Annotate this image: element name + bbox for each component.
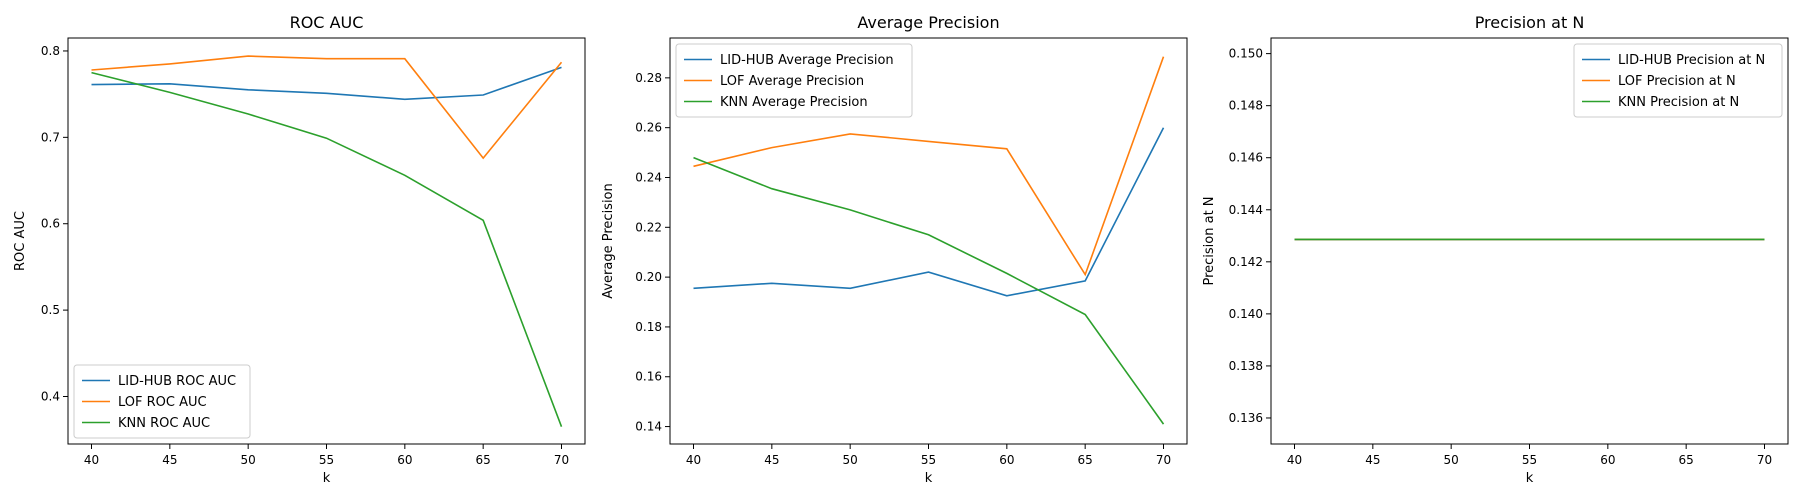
axes-frame xyxy=(67,37,586,445)
y-tick-label: 0.24 xyxy=(635,170,662,184)
legend-frame xyxy=(675,43,913,118)
series-line-2 xyxy=(91,55,563,160)
legend-frame xyxy=(73,364,251,439)
legend-entry: LID-HUB Precision at N xyxy=(1618,53,1765,68)
y-tick-label: 0.148 xyxy=(1229,99,1263,113)
legend: LID-HUB Average Precision LOF Average Pre… xyxy=(675,43,913,118)
axes-frame xyxy=(669,37,1188,445)
y-tick-label: 0.7 xyxy=(41,130,60,144)
legend-entry: LID-HUB ROC AUC xyxy=(118,374,236,389)
chart-panel-3: Precision at N 40 45 50 55 60 65 70 0.136 0.138 0.… xyxy=(1202,13,1789,486)
series-line-1 xyxy=(91,66,562,101)
y-axis-label: Average Precision xyxy=(601,183,616,299)
y-tick-label: 0.140 xyxy=(1229,307,1263,321)
y-tick-label: 0.5 xyxy=(41,303,60,317)
y-tick-label: 0.6 xyxy=(41,217,60,231)
y-tick-label: 0.14 xyxy=(635,420,662,434)
legend-frame xyxy=(1573,43,1783,118)
x-tick-label: 50 xyxy=(1444,453,1459,467)
x-tick-label: 60 xyxy=(999,453,1014,467)
x-tick-label: 55 xyxy=(921,453,936,467)
x-tick-label: 55 xyxy=(1522,453,1537,467)
y-tick-label: 0.16 xyxy=(635,370,662,384)
x-tick-label: 45 xyxy=(162,453,177,467)
x-tick-label: 50 xyxy=(241,453,256,467)
series-line-3 xyxy=(91,71,563,427)
x-axis-label: k xyxy=(925,471,933,486)
chart-title: Precision at N xyxy=(1475,13,1585,32)
legend-entry: LOF ROC AUC xyxy=(118,395,207,410)
x-tick-label: 70 xyxy=(1757,453,1772,467)
legend-entry: KNN Average Precision xyxy=(720,95,868,110)
y-axis-label: Precision at N xyxy=(1202,196,1217,285)
legend-entry: KNN Precision at N xyxy=(1618,95,1739,110)
legend-entry: KNN ROC AUC xyxy=(118,416,210,431)
x-tick-label: 70 xyxy=(554,453,569,467)
legend: LID-HUB ROC AUC LOF ROC AUC KNN ROC AUC xyxy=(73,364,251,439)
y-tick-label: 0.144 xyxy=(1229,203,1263,217)
x-tick-label: 65 xyxy=(476,453,491,467)
axes-frame xyxy=(1270,37,1789,445)
x-tick-label: 40 xyxy=(686,453,701,467)
x-tick-label: 60 xyxy=(397,453,412,467)
chart-title: ROC AUC xyxy=(290,13,364,32)
legend-entry: LOF Precision at N xyxy=(1618,74,1736,89)
y-tick-label: 0.28 xyxy=(635,71,662,85)
x-tick-label: 65 xyxy=(1078,453,1093,467)
y-axis-label: ROC AUC xyxy=(13,211,28,271)
x-tick-label: 60 xyxy=(1600,453,1615,467)
chart-title: Average Precision xyxy=(857,13,999,32)
x-axis-label: k xyxy=(323,471,331,486)
chart-panel-1: ROC AUC 40 45 50 55 60 65 70 0.4 0.5 0.6 0.7 0.8 k ROC… xyxy=(13,13,586,486)
y-tick-label: 0.146 xyxy=(1229,151,1263,165)
legend-entry: LOF Average Precision xyxy=(720,74,864,89)
x-axis-label: k xyxy=(1526,471,1534,486)
x-tick-label: 65 xyxy=(1679,453,1694,467)
x-tick-label: 40 xyxy=(84,453,99,467)
series-line-2 xyxy=(693,56,1165,277)
x-tick-label: 45 xyxy=(1365,453,1380,467)
legend: LID-HUB Precision at N LOF Precision at N… xyxy=(1573,43,1783,118)
x-tick-label: 45 xyxy=(764,453,779,467)
y-tick-label: 0.20 xyxy=(635,270,662,284)
y-tick-label: 0.22 xyxy=(635,220,662,234)
chart-panel-2: Average Precision 40 45 50 55 60 65 70 0.14 0.16 0… xyxy=(601,13,1188,486)
y-tick-label: 0.8 xyxy=(41,44,60,58)
y-tick-label: 0.142 xyxy=(1229,255,1263,269)
x-tick-label: 55 xyxy=(319,453,334,467)
x-tick-label: 70 xyxy=(1156,453,1171,467)
y-tick-label: 0.18 xyxy=(635,320,662,334)
y-tick-label: 0.26 xyxy=(635,121,662,135)
x-tick-label: 40 xyxy=(1287,453,1302,467)
y-tick-label: 0.138 xyxy=(1229,359,1263,373)
series-line-3 xyxy=(693,156,1165,425)
y-tick-label: 0.4 xyxy=(41,389,60,403)
y-tick-label: 0.136 xyxy=(1229,411,1263,425)
series-line-1 xyxy=(693,127,1165,297)
y-tick-label: 0.150 xyxy=(1229,47,1263,61)
x-tick-label: 50 xyxy=(843,453,858,467)
legend-entry: LID-HUB Average Precision xyxy=(720,53,894,68)
